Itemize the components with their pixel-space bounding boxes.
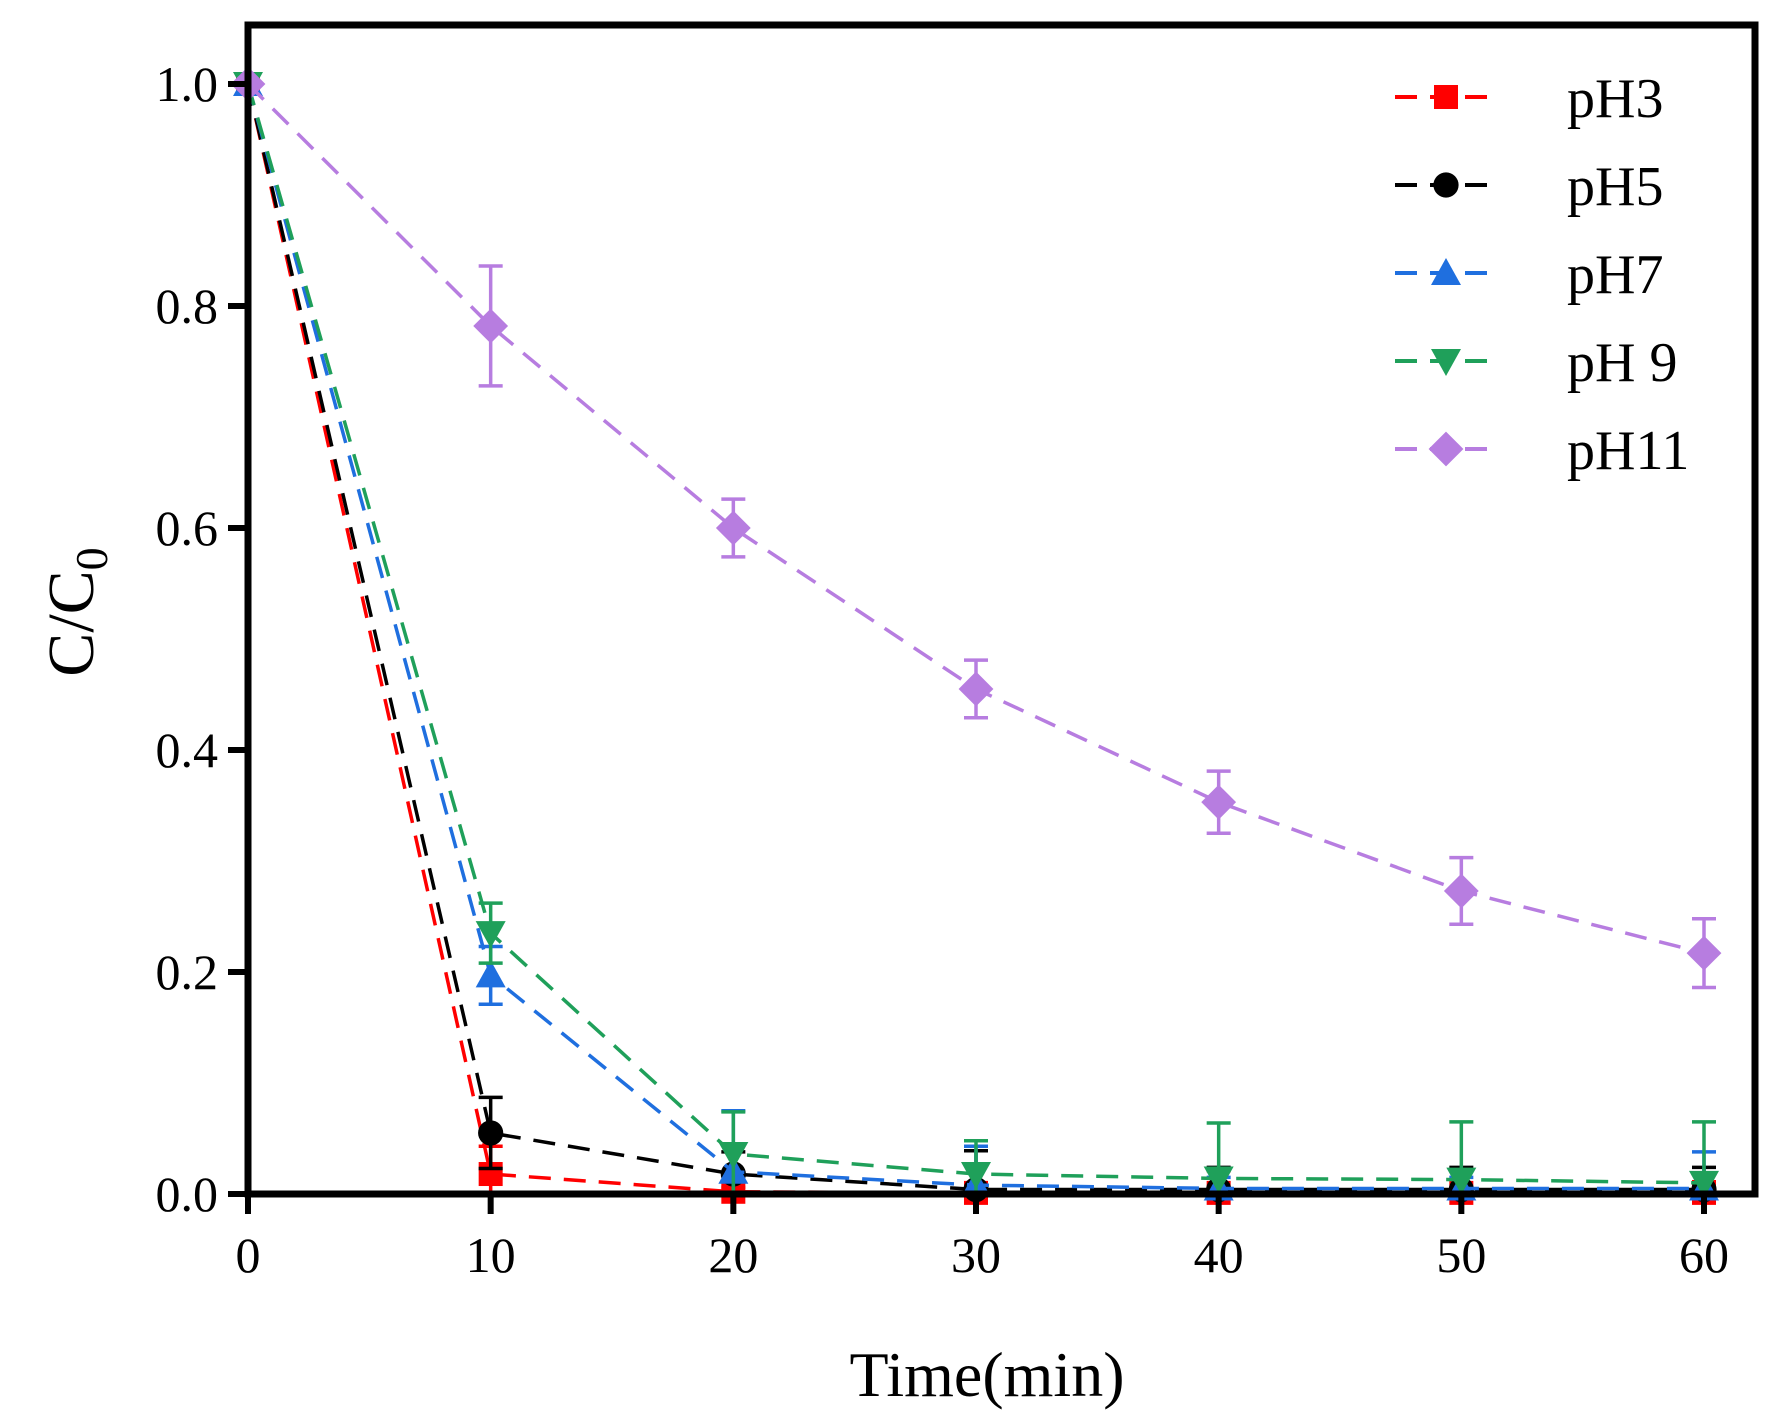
legend-marker xyxy=(1433,172,1459,198)
y-tick-label: 0.4 xyxy=(156,722,219,778)
x-tick-label: 40 xyxy=(1194,1227,1244,1283)
data-point xyxy=(961,1162,991,1190)
legend-marker xyxy=(1428,431,1464,467)
y-tick-label: 0.6 xyxy=(156,500,219,556)
x-tick-label: 0 xyxy=(236,1227,261,1283)
plot-frame xyxy=(244,21,1759,1198)
legend-label: pH11 xyxy=(1567,420,1689,482)
y-axis-title: C/C0 xyxy=(35,547,117,676)
y-tick-label: 0.2 xyxy=(156,944,219,1000)
x-tick-label: 20 xyxy=(708,1227,758,1283)
x-axis-title: Time(min) xyxy=(850,1339,1125,1410)
x-tick-label: 30 xyxy=(951,1227,1001,1283)
legend-marker xyxy=(1431,349,1461,376)
legend-label: pH7 xyxy=(1567,244,1663,306)
series-ph11 xyxy=(230,66,1722,990)
data-point xyxy=(1203,1166,1234,1194)
data-point xyxy=(473,308,509,344)
data-point xyxy=(958,671,994,707)
y-tick-label: 0.0 xyxy=(156,1166,219,1222)
y-tick-label: 0.8 xyxy=(156,278,219,334)
legend-marker xyxy=(1431,258,1461,285)
x-tick-label: 50 xyxy=(1436,1227,1486,1283)
data-point xyxy=(478,1120,504,1146)
legend-label: pH 9 xyxy=(1567,332,1677,394)
legend-label: pH5 xyxy=(1567,156,1663,218)
legend-label: pH3 xyxy=(1567,68,1663,130)
data-point xyxy=(475,960,506,988)
data-point xyxy=(1446,1167,1477,1195)
data-point xyxy=(718,1142,749,1170)
x-tick-label: 10 xyxy=(466,1227,516,1283)
legend-item: pH 9 xyxy=(1395,332,1677,394)
legend-item: pH5 xyxy=(1395,156,1663,218)
data-point xyxy=(1689,1170,1719,1198)
y-axis-title-subscript: 0 xyxy=(66,547,117,570)
y-tick-label: 1.0 xyxy=(156,56,219,112)
data-point xyxy=(1686,935,1722,971)
series-layer xyxy=(230,66,1722,1205)
data-point xyxy=(475,921,506,949)
y-axis-title-main: C/C xyxy=(35,570,108,676)
data-point xyxy=(715,510,751,546)
ticks-layer: 0 10 20 30 40 50 60 0.0 0.2 0.4 0.6 0.8 1.0 xyxy=(156,56,1730,1283)
legend-item: pH11 xyxy=(1395,420,1689,482)
legend-item: pH7 xyxy=(1395,244,1663,306)
series-ph9 xyxy=(233,72,1719,1198)
legend-item: pH3 xyxy=(1395,68,1663,130)
data-point xyxy=(1443,873,1479,909)
legend-marker xyxy=(1434,85,1458,109)
legend: pH3 pH5 pH7 pH 9 pH11 xyxy=(1395,68,1689,482)
data-point xyxy=(1201,784,1237,820)
x-tick-label: 60 xyxy=(1679,1227,1729,1283)
